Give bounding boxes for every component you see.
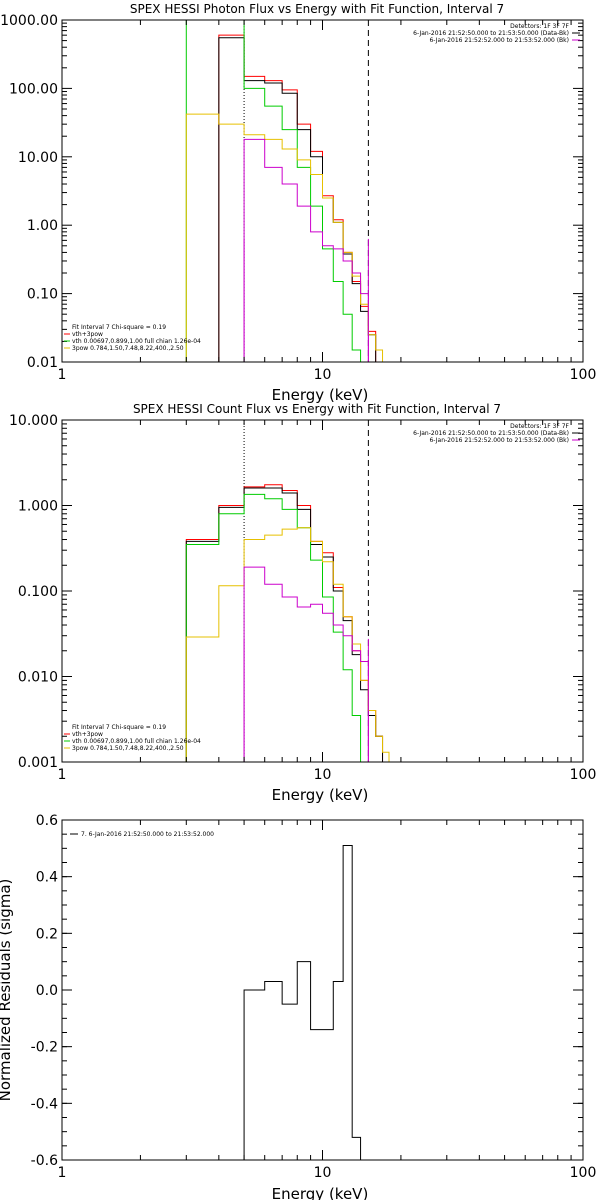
series-3pow-line: [185, 527, 390, 762]
plot-area: [243, 845, 362, 1160]
y-tick-label: 1.00: [27, 218, 58, 234]
legend-top-right-text: 6-Jan-2016 21:52:52.000 to 21:53:52.000 …: [429, 37, 569, 44]
plot-area: [185, 20, 390, 362]
legend-top-left-text: 7. 6-Jan-2016 21:52:50.000 to 21:53:52.0…: [81, 831, 214, 838]
y-tick-label: 0.100: [18, 584, 58, 600]
residuals-xlabel: Energy (keV): [272, 1185, 369, 1200]
residuals-panel: Energy (keV) Normalized Residuals (sigma…: [0, 813, 597, 1203]
residuals-ylabel: Normalized Residuals (sigma): [0, 879, 14, 1102]
y-tick-label: 1.000: [18, 499, 58, 515]
legend-bottom-left-text: vth+3pow: [72, 331, 103, 338]
legend-bottom-left-text: vth+3pow: [72, 731, 103, 738]
y-tick-label: -0.4: [31, 1096, 58, 1112]
y-tick-label: 1000.00: [0, 13, 58, 29]
x-tick-label: 10: [314, 1165, 332, 1181]
photon-flux-title: SPEX HESSI Photon Flux vs Energy with Fi…: [130, 2, 504, 16]
count-flux-panel: SPEX HESSI Count Flux vs Energy with Fit…: [9, 402, 596, 804]
count-flux-title: SPEX HESSI Count Flux vs Energy with Fit…: [133, 402, 501, 416]
x-tick-label: 100: [570, 1165, 597, 1181]
y-tick-label: 10.000: [9, 413, 58, 429]
y-tick-label: 0.010: [18, 670, 58, 686]
y-tick-label: -0.2: [31, 1040, 58, 1056]
y-tick-label: 0.01: [27, 355, 58, 371]
legend-bottom-left-text: vth 0.00697,0.899,1.00 full chian 1.26e-…: [72, 738, 201, 745]
y-tick-label: 0.001: [18, 755, 58, 771]
plot-frame: [61, 819, 584, 1161]
legend-bottom-left-text: Fit Interval 7 Chi-square = 0.19: [72, 324, 166, 331]
x-tick-label: 100: [570, 367, 597, 383]
y-tick-label: 0.4: [36, 870, 58, 886]
x-tick-label: 1: [58, 367, 67, 383]
y-tick-label: 0.2: [36, 926, 58, 942]
photon-flux-xlabel: Energy (keV): [272, 386, 369, 404]
plot-area: [185, 420, 390, 762]
x-tick-label: 10: [314, 367, 332, 383]
x-tick-label: 1: [58, 1165, 67, 1181]
y-tick-label: 10.00: [18, 150, 58, 166]
count-flux-xlabel: Energy (keV): [272, 786, 369, 804]
legend-bottom-left-text: 3pow 0.784,1.50,7.48,8.22,400.,2.50: [72, 745, 184, 752]
y-tick-label: 100.00: [9, 81, 58, 97]
x-tick-label: 100: [570, 767, 597, 783]
legend-bottom-left-text: vth 0.00697,0.899,1.00 full chian 1.26e-…: [72, 338, 201, 345]
series-bk-line: [243, 566, 369, 762]
series-3pow-line: [185, 113, 390, 362]
x-tick-label: 10: [314, 767, 332, 783]
series-vth-line: [185, 493, 362, 762]
legend-bottom-left-text: 3pow 0.784,1.50,7.48,8.22,400.,2.50: [72, 345, 184, 352]
series-bk-line: [243, 138, 369, 362]
y-tick-label: 0.6: [36, 813, 58, 829]
y-tick-label: 0.0: [36, 983, 58, 999]
photon-flux-panel: SPEX HESSI Photon Flux vs Energy with Fi…: [0, 2, 596, 404]
plot-frame: [61, 19, 584, 363]
plot-frame: [61, 419, 584, 763]
series-7-6-jan-2016-21-52-50-000-to-21-53-52-000-line: [243, 845, 362, 1160]
y-tick-label: -0.6: [31, 1153, 58, 1169]
series-data-bk-line: [185, 487, 384, 762]
legend-top-right-text: Detectors: 1F 3F 7F: [510, 423, 569, 430]
legend-top-right-text: Detectors: 1F 3F 7F: [510, 23, 569, 30]
legend-top-right-text: 6-Jan-2016 21:52:50.000 to 21:53:50.000 …: [413, 430, 569, 437]
legend-top-right-text: 6-Jan-2016 21:52:50.000 to 21:53:50.000 …: [413, 30, 569, 37]
legend-bottom-left-text: Fit Interval 7 Chi-square = 0.19: [72, 724, 166, 731]
series-vth-line: [185, 20, 369, 362]
x-tick-label: 1: [58, 767, 67, 783]
legend-top-right-text: 6-Jan-2016 21:52:52.000 to 21:53:52.000 …: [429, 437, 569, 444]
y-tick-label: 0.10: [27, 287, 58, 303]
